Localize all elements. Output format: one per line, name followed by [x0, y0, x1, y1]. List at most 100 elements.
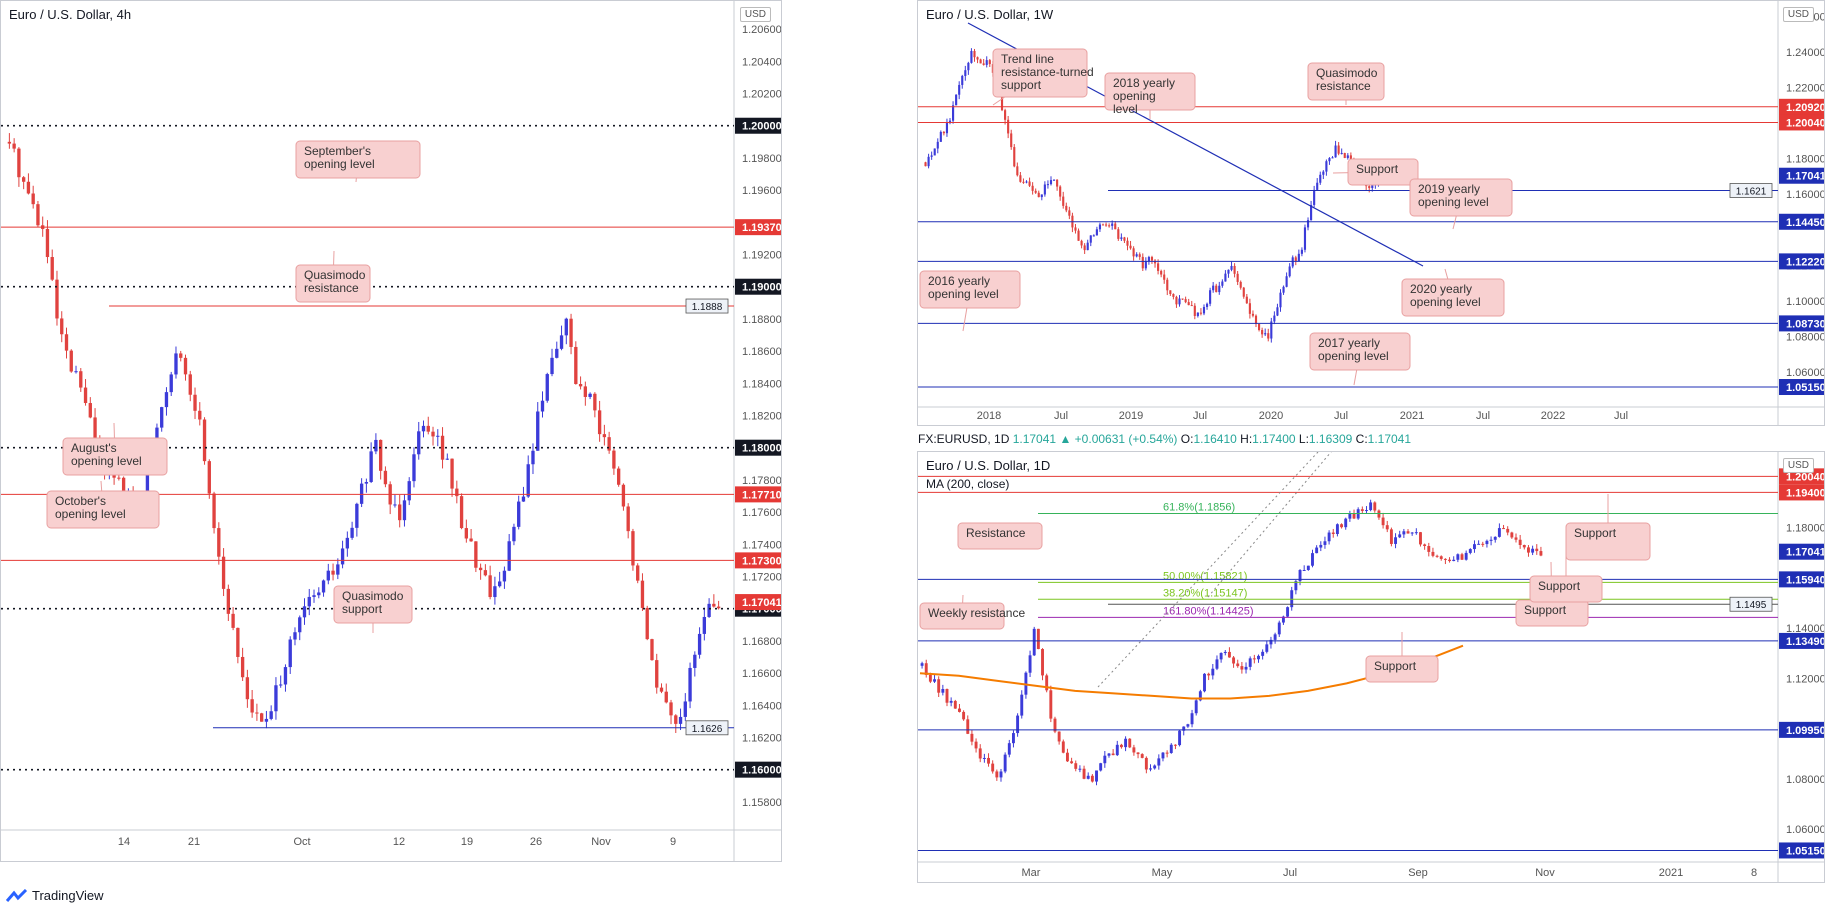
candle-body: [621, 484, 626, 507]
candle-body: [1062, 196, 1065, 206]
candle-body: [1215, 659, 1219, 669]
candle-body: [626, 506, 630, 532]
candle-body: [1178, 298, 1181, 305]
candle-body: [293, 632, 297, 640]
level-tag-box: [1729, 183, 1773, 198]
candle-body: [1078, 768, 1082, 770]
axis-price-label: 1.16000: [742, 765, 782, 777]
candle-body: [502, 570, 507, 582]
candle-body: [202, 419, 207, 462]
axis-price-tag: [735, 439, 781, 456]
candle-body: [183, 357, 188, 375]
x-tick-label: Jul: [1193, 410, 1207, 422]
candle-body: [1149, 768, 1152, 770]
candle-body: [1261, 651, 1265, 656]
candle-body: [1522, 544, 1526, 548]
candle-body: [321, 580, 326, 593]
candle-body: [928, 674, 932, 682]
candle-body: [1344, 518, 1348, 528]
candle-body: [1016, 715, 1020, 734]
candle-body: [1056, 179, 1059, 187]
candle-body: [583, 386, 588, 397]
candle-body: [569, 318, 573, 347]
x-tick-label: Oct: [293, 836, 310, 848]
candle-body: [1290, 590, 1294, 608]
candle-body: [655, 660, 659, 688]
candle-body: [1277, 622, 1281, 635]
chart-panel-4h[interactable]: 1.20600 1.20400 1.20200 1.19800 1.19600 1.192…: [0, 0, 782, 862]
candle-body: [716, 606, 721, 609]
candle-body: [966, 719, 970, 734]
open-value: 1.16410: [1193, 432, 1237, 446]
candle-body: [164, 392, 169, 408]
candle-body: [1269, 639, 1273, 645]
y-tick-label: 1.19200: [742, 250, 782, 262]
chart-svg-4h[interactable]: 1.20600 1.20400 1.20200 1.19800 1.19600 1.192…: [1, 1, 782, 862]
current-price-label: 1.17041: [1786, 547, 1825, 559]
chart-panel-1d[interactable]: 1.180001.160001.140001.120001.080001.060…: [917, 451, 1825, 883]
candle-body: [1502, 528, 1505, 530]
currency-badge[interactable]: USD: [1782, 458, 1814, 473]
candle-body: [1037, 192, 1040, 198]
candle-body: [1340, 153, 1343, 155]
candle-body: [1057, 731, 1061, 742]
candle-body: [1527, 547, 1530, 553]
candle-body: [555, 348, 559, 358]
y-tick-label: 1.16400: [742, 700, 782, 712]
y-tick-label: 1.08000: [1786, 331, 1825, 343]
callout-label: opening level: [928, 287, 999, 301]
candle-body: [478, 567, 483, 571]
candle-body: [1132, 248, 1135, 257]
tradingview-logo[interactable]: TradingView: [6, 888, 104, 903]
candle-body: [1443, 558, 1447, 560]
candle-body: [640, 580, 645, 608]
candle-body: [1360, 509, 1364, 511]
candle-body: [355, 503, 359, 528]
candle-body: [1539, 551, 1543, 556]
candle-body: [1049, 690, 1053, 719]
candle-body: [1414, 532, 1418, 534]
candle-body: [1477, 543, 1481, 545]
candle-body: [939, 131, 942, 142]
axis-price-tag: [1779, 571, 1824, 588]
level-tag-label: 1.1888: [692, 302, 723, 313]
candle-body: [1531, 548, 1535, 553]
callout-box: [957, 522, 1043, 550]
candle-body: [1460, 554, 1464, 560]
currency-badge[interactable]: USD: [1782, 7, 1814, 22]
candle-body: [936, 141, 939, 149]
candle-body: [1218, 285, 1221, 293]
candle-body: [436, 435, 440, 437]
candle-body: [378, 439, 383, 471]
candle-body: [1132, 747, 1136, 753]
candle-body: [1473, 544, 1476, 550]
candle-body: [240, 656, 245, 678]
current-price-tag: [735, 594, 781, 611]
up-arrow-icon: ▲: [1059, 432, 1072, 446]
candle-body: [1104, 224, 1108, 226]
candle-body: [988, 60, 991, 65]
axis-price-tag: [1779, 632, 1824, 649]
currency-badge[interactable]: USD: [739, 7, 771, 22]
candle-body: [1007, 119, 1010, 134]
chart-panel-1w[interactable]: 1.260001.240001.220001.180001.160001.120…: [917, 0, 1825, 426]
candle-body: [450, 458, 454, 489]
chart-svg-1d[interactable]: 1.180001.160001.140001.120001.080001.060…: [918, 452, 1825, 883]
candle-body: [1098, 224, 1102, 230]
candle-body: [1099, 763, 1103, 771]
candle-body: [1203, 673, 1206, 692]
axis-price-label: 1.20920: [1786, 102, 1825, 114]
callout-label: opening level: [1318, 349, 1389, 363]
candle-body: [1144, 757, 1148, 770]
candle-body: [345, 537, 350, 549]
candle-body: [1252, 658, 1256, 660]
candle-body: [12, 143, 16, 149]
candle-body: [982, 757, 986, 759]
candle-body: [1101, 224, 1105, 226]
chart-svg-1w[interactable]: 1.260001.240001.220001.180001.160001.120…: [918, 1, 1825, 426]
timeframe: 1D: [994, 432, 1010, 446]
candle-body: [1348, 513, 1352, 519]
candle-body: [179, 353, 183, 358]
candle-body: [693, 654, 697, 668]
candle-body: [1334, 145, 1337, 158]
